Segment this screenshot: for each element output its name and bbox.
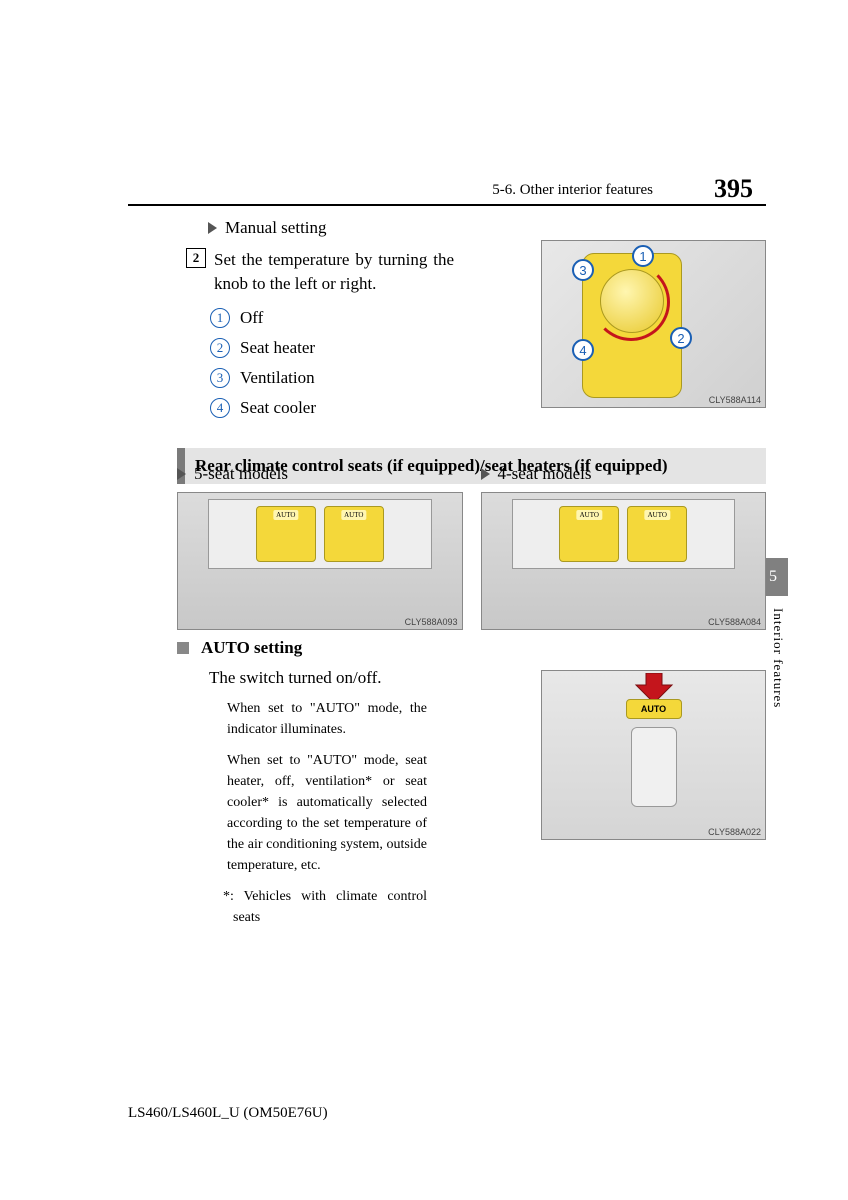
- option-label: Off: [240, 308, 263, 328]
- seat-button-icon: AUTO: [559, 506, 619, 562]
- callout-1: 1: [632, 245, 654, 267]
- option-label: Ventilation: [240, 368, 315, 388]
- auto-button-icon: AUTO: [626, 699, 682, 719]
- option-label: Seat heater: [240, 338, 315, 358]
- auto-figure: AUTO CLY588A022: [541, 670, 766, 840]
- five-seat-heading: 5-seat models: [177, 464, 463, 484]
- callout-4: 4: [572, 339, 594, 361]
- step-number-box: 2: [186, 248, 206, 268]
- four-seat-column: 4-seat models AUTO AUTO CLY588A084: [481, 458, 767, 630]
- figure-code: CLY588A022: [708, 827, 761, 837]
- figure-code: CLY588A093: [405, 617, 458, 627]
- step-text: Set the temperature by turning the knob …: [214, 248, 454, 296]
- option-label: Seat cooler: [240, 398, 316, 418]
- seat-button-icon: AUTO: [324, 506, 384, 562]
- auto-tag: AUTO: [577, 510, 602, 520]
- four-seat-label: 4-seat models: [498, 464, 592, 484]
- rotation-arrow-icon: [592, 263, 670, 341]
- auto-tag: AUTO: [273, 510, 298, 520]
- header-rule: [128, 204, 766, 206]
- auto-para-2: When set to "AUTO" mode, seat heater, of…: [227, 750, 427, 876]
- manual-setting-label: Manual setting: [225, 218, 327, 238]
- knob-figure: 1 2 3 4 CLY588A114: [541, 240, 766, 408]
- four-seat-heading: 4-seat models: [481, 464, 767, 484]
- seat-rocker-icon: [631, 727, 677, 807]
- auto-heading-row: AUTO setting: [177, 638, 766, 658]
- auto-para-1: When set to "AUTO" mode, the indicator i…: [227, 698, 427, 740]
- square-bullet-icon: [177, 642, 189, 654]
- page: 5-6. Other interior features 395 5 Inter…: [0, 0, 848, 1200]
- triangle-bullet-icon: [481, 468, 490, 480]
- auto-tag: AUTO: [645, 510, 670, 520]
- callout-2: 2: [670, 327, 692, 349]
- callout-3: 3: [572, 259, 594, 281]
- five-seat-column: 5-seat models AUTO AUTO CLY588A093: [177, 458, 463, 630]
- figure-code: CLY588A114: [709, 395, 761, 405]
- chapter-label: Interior features: [770, 608, 786, 708]
- four-seat-figure: AUTO AUTO CLY588A084: [481, 492, 767, 630]
- manual-setting-heading: Manual setting: [208, 218, 766, 238]
- five-seat-label: 5-seat models: [194, 464, 288, 484]
- footer-text: LS460/LS460L_U (OM50E76U): [128, 1105, 328, 1122]
- auto-tag: AUTO: [341, 510, 366, 520]
- seat-button-icon: AUTO: [256, 506, 316, 562]
- seat-button-icon: AUTO: [627, 506, 687, 562]
- panel-zoom: AUTO AUTO: [512, 499, 736, 569]
- circled-number: 3: [210, 368, 230, 388]
- circled-number: 2: [210, 338, 230, 358]
- five-seat-figure: AUTO AUTO CLY588A093: [177, 492, 463, 630]
- section-header: 5-6. Other interior features: [492, 182, 653, 199]
- triangle-bullet-icon: [208, 222, 217, 234]
- auto-heading: AUTO setting: [201, 638, 302, 657]
- circled-number: 4: [210, 398, 230, 418]
- page-number: 395: [714, 174, 753, 204]
- triangle-bullet-icon: [177, 468, 186, 480]
- panel-zoom: AUTO AUTO: [208, 499, 432, 569]
- circled-number: 1: [210, 308, 230, 328]
- auto-footnote: *: Vehicles with climate control seats: [233, 886, 427, 928]
- figure-code: CLY588A084: [708, 617, 761, 627]
- models-row: 5-seat models AUTO AUTO CLY588A093 4-sea…: [177, 458, 766, 630]
